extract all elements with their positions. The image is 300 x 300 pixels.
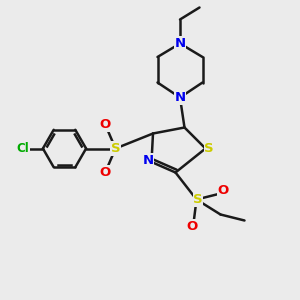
Text: N: N — [174, 91, 186, 104]
Text: N: N — [174, 37, 186, 50]
Text: O: O — [99, 166, 111, 179]
Text: N: N — [142, 154, 154, 167]
Text: O: O — [218, 184, 229, 197]
Text: O: O — [99, 118, 111, 131]
Text: S: S — [204, 142, 214, 155]
Text: S: S — [193, 193, 203, 206]
Text: Cl: Cl — [16, 142, 29, 155]
Text: S: S — [111, 142, 120, 155]
Text: O: O — [186, 220, 198, 233]
